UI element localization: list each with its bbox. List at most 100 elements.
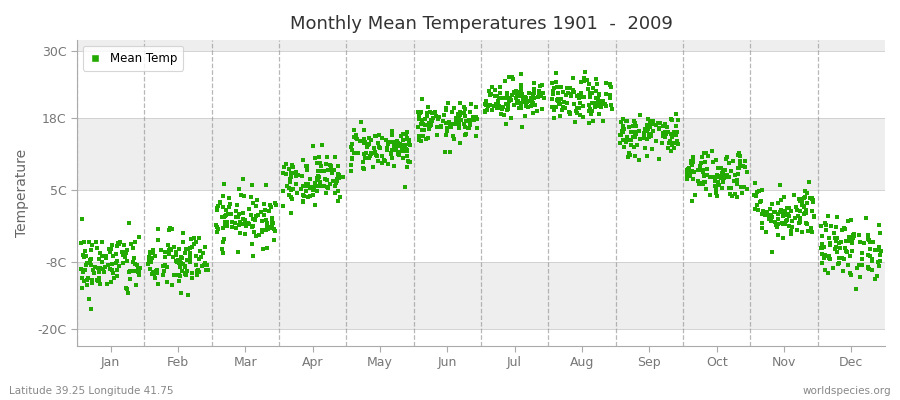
- Point: [463, 118, 477, 124]
- Point: [218, 219, 232, 226]
- Point: [536, 90, 550, 96]
- Point: [604, 84, 618, 91]
- Point: [644, 132, 658, 139]
- Point: [249, 203, 264, 209]
- Point: [103, 266, 117, 272]
- Point: [244, 212, 258, 218]
- Point: [574, 79, 589, 86]
- Point: [315, 142, 329, 148]
- Point: [497, 112, 511, 118]
- Point: [639, 126, 653, 132]
- Point: [640, 122, 654, 128]
- Point: [412, 116, 427, 122]
- Point: [88, 264, 103, 270]
- Point: [669, 111, 683, 118]
- Point: [500, 90, 514, 96]
- Point: [442, 119, 456, 125]
- Point: [146, 246, 160, 253]
- Point: [498, 78, 512, 84]
- Point: [372, 132, 386, 138]
- Point: [508, 102, 522, 108]
- Point: [686, 155, 700, 162]
- Point: [793, 215, 807, 221]
- Point: [110, 273, 124, 279]
- Point: [75, 216, 89, 223]
- Point: [514, 82, 528, 88]
- Point: [209, 222, 223, 228]
- Point: [344, 168, 358, 174]
- Point: [759, 212, 773, 218]
- Point: [500, 102, 515, 109]
- Point: [317, 168, 331, 174]
- Point: [430, 114, 445, 120]
- Point: [459, 131, 473, 137]
- Point: [532, 90, 546, 96]
- Point: [484, 84, 499, 90]
- Point: [415, 96, 429, 102]
- Point: [384, 139, 399, 146]
- Point: [76, 252, 90, 258]
- Point: [815, 245, 830, 251]
- Point: [421, 104, 436, 110]
- Point: [422, 123, 436, 129]
- Point: [531, 94, 545, 100]
- Point: [470, 125, 484, 132]
- Point: [481, 103, 495, 109]
- Point: [302, 193, 317, 199]
- Point: [121, 290, 135, 296]
- Point: [198, 259, 212, 266]
- Point: [632, 157, 646, 163]
- Point: [333, 174, 347, 180]
- Point: [189, 262, 203, 269]
- Point: [424, 122, 438, 129]
- Point: [457, 110, 472, 116]
- Point: [795, 201, 809, 208]
- Point: [371, 158, 385, 164]
- Point: [83, 258, 97, 264]
- Point: [680, 167, 695, 173]
- Point: [329, 178, 344, 184]
- Point: [193, 256, 207, 262]
- Point: [692, 163, 706, 170]
- Point: [654, 140, 669, 146]
- Point: [863, 252, 878, 259]
- Point: [831, 260, 845, 267]
- Point: [391, 140, 405, 146]
- Point: [624, 137, 638, 143]
- Point: [308, 154, 322, 161]
- Point: [150, 226, 165, 232]
- Point: [764, 218, 778, 224]
- Point: [445, 121, 459, 127]
- Point: [669, 123, 683, 129]
- Point: [453, 112, 467, 118]
- Point: [837, 256, 851, 262]
- Point: [733, 158, 747, 164]
- Point: [526, 86, 541, 92]
- Point: [248, 213, 263, 219]
- Point: [413, 110, 428, 117]
- Point: [112, 241, 126, 247]
- Point: [588, 104, 602, 110]
- Point: [492, 94, 507, 101]
- Point: [117, 254, 131, 260]
- Point: [415, 126, 429, 133]
- Point: [581, 107, 596, 114]
- Point: [724, 168, 739, 174]
- Point: [142, 254, 157, 260]
- Point: [710, 173, 724, 179]
- Point: [328, 154, 342, 160]
- Point: [95, 238, 110, 245]
- Point: [755, 187, 770, 193]
- Point: [614, 132, 628, 138]
- Point: [763, 212, 778, 218]
- Point: [92, 276, 106, 283]
- Point: [698, 178, 712, 185]
- Point: [331, 171, 346, 177]
- Point: [584, 100, 598, 106]
- Point: [448, 120, 463, 126]
- Point: [575, 114, 590, 120]
- Point: [411, 111, 426, 118]
- Point: [158, 262, 172, 268]
- Point: [561, 90, 575, 97]
- Point: [211, 203, 225, 209]
